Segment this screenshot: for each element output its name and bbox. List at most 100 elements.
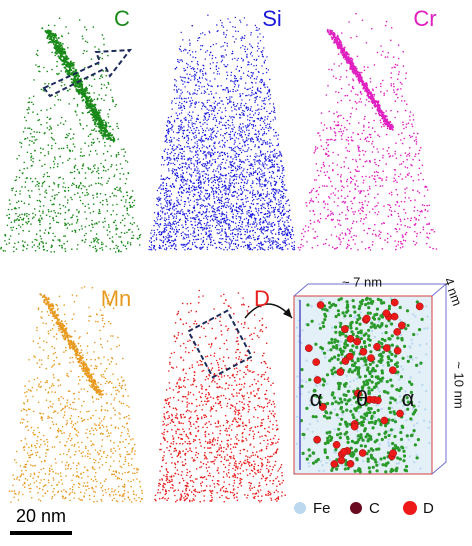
atom	[227, 18, 229, 20]
atom	[44, 82, 46, 85]
atom	[121, 241, 123, 244]
atom	[115, 227, 117, 229]
atom	[226, 197, 229, 200]
atom	[378, 230, 381, 232]
atom	[186, 171, 188, 173]
atom	[264, 161, 266, 163]
atom	[216, 196, 218, 198]
atom	[183, 97, 185, 100]
atom	[204, 118, 206, 120]
atom	[228, 186, 230, 188]
atom	[244, 205, 246, 208]
atom	[239, 95, 242, 97]
atom	[258, 195, 261, 197]
atom	[15, 179, 17, 181]
atom	[199, 247, 201, 249]
atom	[168, 216, 170, 218]
atom	[30, 165, 33, 167]
atom	[183, 117, 185, 120]
atom	[240, 178, 243, 180]
atom	[264, 174, 266, 176]
atom	[247, 190, 249, 192]
atom	[265, 143, 267, 145]
atom	[230, 242, 232, 244]
atom	[258, 155, 260, 157]
atom	[199, 82, 202, 84]
atom	[409, 226, 411, 229]
atom	[76, 114, 78, 116]
atom	[203, 217, 205, 219]
atom	[232, 124, 234, 126]
atom	[254, 247, 256, 249]
atom	[198, 85, 200, 87]
atom	[243, 228, 245, 230]
atom	[38, 70, 40, 73]
atom	[170, 199, 172, 201]
atom	[261, 211, 263, 214]
atom	[240, 193, 243, 196]
atom	[235, 182, 237, 184]
atom	[88, 207, 90, 209]
atom	[197, 64, 199, 66]
atom	[277, 210, 279, 213]
atom	[191, 117, 193, 119]
atom	[345, 218, 347, 220]
atom	[196, 93, 198, 95]
atom	[104, 217, 106, 220]
atom	[279, 219, 282, 221]
atom	[247, 247, 249, 249]
atom	[192, 156, 195, 158]
atom	[205, 211, 207, 213]
atom	[363, 179, 365, 182]
atom	[181, 162, 183, 165]
atom	[115, 224, 117, 227]
atom	[231, 211, 233, 213]
atom	[15, 176, 18, 178]
atom	[73, 165, 76, 168]
atom	[204, 180, 206, 182]
atom	[174, 169, 176, 171]
atom	[263, 47, 265, 49]
atom	[38, 242, 41, 245]
atom	[169, 190, 171, 192]
atom	[54, 95, 57, 98]
atom	[228, 172, 230, 175]
atom	[169, 242, 171, 244]
atom	[268, 123, 271, 125]
atom	[162, 245, 164, 247]
atom	[73, 133, 75, 135]
atom	[246, 56, 248, 59]
atom	[190, 176, 193, 178]
atom	[164, 159, 166, 162]
atom	[117, 151, 120, 154]
atom	[208, 162, 210, 164]
atom	[71, 184, 73, 187]
atom	[230, 147, 233, 149]
atom	[232, 217, 234, 219]
atom	[100, 243, 103, 246]
atom	[200, 183, 202, 185]
atom	[228, 133, 230, 136]
atom	[137, 238, 139, 240]
atom	[261, 170, 263, 172]
atom	[164, 135, 167, 137]
atom	[276, 175, 278, 178]
atom	[185, 223, 187, 226]
atom	[245, 106, 248, 108]
atom	[252, 120, 254, 122]
atom	[403, 218, 406, 221]
atom	[281, 197, 284, 199]
atom	[41, 185, 43, 187]
atom	[154, 249, 157, 251]
atom	[233, 178, 236, 181]
atom	[248, 237, 250, 239]
atom	[46, 32, 49, 34]
atom	[169, 227, 172, 230]
atom	[240, 39, 243, 41]
atom	[266, 191, 269, 193]
atom	[115, 154, 118, 156]
atom	[53, 250, 56, 253]
atom	[197, 203, 199, 205]
atom	[273, 241, 275, 243]
atom	[288, 215, 290, 217]
